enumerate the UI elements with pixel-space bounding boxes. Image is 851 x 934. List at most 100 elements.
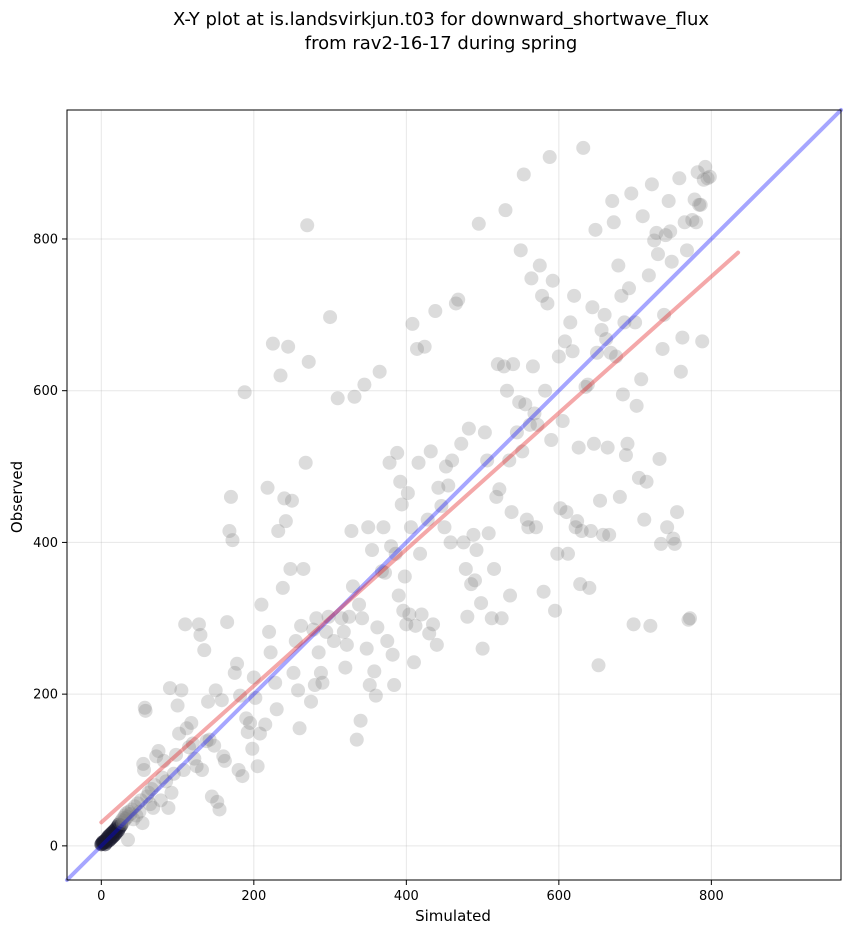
data-point (301, 354, 316, 369)
data-point (695, 334, 710, 349)
data-point (589, 345, 604, 360)
data-point (647, 233, 662, 248)
data-point (193, 627, 208, 642)
data-point (654, 536, 669, 551)
data-point (403, 520, 418, 535)
data-point (288, 634, 303, 649)
data-point (362, 678, 377, 693)
data-point (214, 693, 229, 708)
data-point (658, 228, 673, 243)
data-point (700, 171, 715, 186)
data-point (393, 474, 408, 489)
data-point (408, 618, 423, 633)
data-point (315, 675, 330, 690)
data-point (309, 611, 324, 626)
data-point (631, 470, 646, 485)
data-point (612, 489, 627, 504)
data-point (466, 527, 481, 542)
data-point (551, 349, 566, 364)
data-point (184, 715, 199, 730)
data-point (639, 474, 654, 489)
data-point (277, 491, 292, 506)
data-point (620, 436, 635, 451)
y-tick-label: 400 (33, 536, 58, 551)
data-point (385, 647, 400, 662)
data-point (176, 763, 191, 777)
data-point (353, 713, 368, 728)
data-point (593, 493, 608, 508)
data-point (438, 459, 453, 474)
data-point (130, 796, 145, 811)
data-point (437, 520, 452, 535)
data-point (377, 565, 392, 580)
data-point (394, 497, 409, 512)
data-point (129, 808, 144, 823)
data-point (518, 397, 533, 412)
data-point (591, 658, 606, 673)
data-point (172, 726, 187, 741)
data-point (304, 694, 319, 709)
data-point (155, 770, 170, 785)
data-point (426, 617, 441, 632)
data-point (689, 215, 704, 230)
data-point (536, 584, 551, 599)
data-point (571, 440, 586, 455)
data-point (391, 588, 406, 603)
data-point (334, 611, 349, 626)
data-point (151, 744, 166, 759)
data-point (538, 383, 553, 398)
data-point (306, 622, 321, 637)
data-point (149, 749, 164, 764)
data-point (119, 806, 134, 821)
data-point (367, 664, 382, 679)
regression-line (99, 250, 741, 825)
data-point (166, 766, 181, 781)
data-point (611, 258, 626, 273)
data-point (123, 807, 138, 821)
data-point (319, 624, 334, 639)
data-point (570, 514, 585, 529)
data-point (260, 480, 275, 495)
y-tick-label: 600 (33, 384, 58, 399)
data-point (603, 345, 618, 360)
data-point (217, 753, 232, 768)
data-point (576, 140, 591, 155)
data-point (428, 304, 443, 319)
data-point (516, 167, 531, 182)
data-point (673, 364, 688, 379)
data-point (248, 690, 263, 705)
data-point (417, 339, 432, 354)
data-point (268, 675, 283, 690)
data-point (434, 499, 449, 513)
plot-frame (66, 109, 842, 881)
data-point (161, 800, 176, 815)
data-point (146, 800, 161, 815)
data-point (292, 721, 307, 736)
data-point (512, 395, 527, 410)
x-tick-label: 400 (394, 889, 419, 904)
data-point (580, 377, 595, 392)
data-point (445, 453, 460, 468)
data-point (683, 611, 698, 626)
data-point (126, 812, 141, 827)
data-point (626, 617, 641, 632)
data-point (443, 535, 458, 550)
data-point (265, 336, 280, 351)
data-point (652, 451, 667, 466)
data-point (568, 520, 583, 535)
data-point (502, 453, 517, 468)
data-point (278, 514, 293, 529)
data-point (582, 580, 597, 595)
data-point (540, 296, 555, 311)
data-point (137, 763, 152, 777)
data-point (144, 781, 159, 796)
data-point (441, 478, 456, 493)
data-point (515, 444, 530, 459)
data-point (141, 785, 156, 800)
data-point (194, 763, 209, 777)
data-point (116, 810, 131, 825)
data-point (649, 225, 664, 240)
data-point (597, 307, 612, 322)
data-point (307, 678, 322, 693)
data-point (271, 524, 286, 539)
